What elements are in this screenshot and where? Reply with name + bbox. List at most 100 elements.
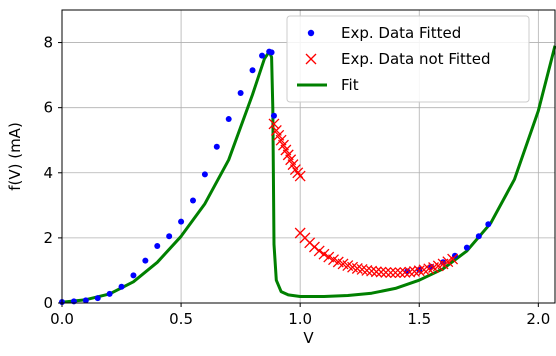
fitted-point (270, 112, 277, 119)
not-fitted-point (351, 263, 363, 274)
not-fitted-point-stroke (342, 260, 354, 272)
not-fitted-point-stroke (287, 159, 299, 171)
x-axis-label: V (303, 329, 314, 347)
y-axis-label: f(V) (mA) (6, 122, 24, 191)
y-tick-label: 0 (43, 294, 53, 312)
not-fitted-point (361, 264, 373, 276)
fitted-point (189, 197, 196, 204)
not-fitted-point (418, 264, 430, 276)
fitted-point (130, 272, 137, 279)
not-fitted-point-stroke (323, 251, 335, 263)
not-fitted-point-stroke (361, 264, 373, 276)
fit-layer (61, 45, 556, 304)
plot-frame (61, 9, 556, 304)
fitted-point (118, 283, 125, 290)
not-fitted-point (380, 266, 392, 278)
legend-label-not-fitted: Exp. Data not Fitted (341, 50, 491, 68)
not-fitted-point-stroke (370, 266, 382, 278)
legend-marker-fitted (307, 29, 315, 37)
not-fitted-point (318, 248, 330, 260)
not-fitted-point (394, 267, 406, 279)
not-fitted-point-stroke (351, 263, 363, 274)
y-tick-label: 4 (43, 164, 53, 182)
not-fitted-point (268, 118, 280, 130)
not-fitted-point (375, 266, 387, 278)
not-fitted-point-stroke (280, 144, 292, 156)
not-fitted-point-stroke (282, 149, 294, 161)
not-fitted-point (385, 267, 397, 279)
legend: Exp. Data Fitted Exp. Data not Fitted Fi… (286, 15, 530, 103)
fitted-point (259, 52, 266, 59)
y-tick-label: 8 (43, 34, 53, 52)
not-fitted-point-stroke (294, 170, 306, 182)
not-fitted-point-stroke (273, 129, 285, 141)
fitted-point (106, 290, 113, 297)
not-fitted-point-stroke (399, 266, 411, 278)
fitted-point (485, 221, 492, 228)
not-fitted-point-stroke (318, 248, 330, 260)
fitted-point (475, 233, 482, 240)
fit-line (61, 45, 556, 304)
not-fitted-point-stroke (380, 266, 392, 278)
fitted-point (178, 218, 185, 225)
fitted-point (213, 143, 220, 150)
not-fitted-point (404, 266, 416, 278)
not-fitted-point-stroke (413, 265, 425, 277)
not-fitted-point-stroke (389, 267, 401, 279)
x-ticks: 0.0 0.5 1.0 1.5 2.0 (50, 303, 550, 328)
not-fitted-point-stroke (278, 139, 289, 151)
not-fitted-point (413, 265, 425, 277)
not-fitted-point (409, 265, 420, 277)
not-fitted-point (294, 170, 306, 182)
y-tick-label: 6 (43, 99, 53, 117)
fitted-point (249, 67, 256, 74)
fitted-point (82, 297, 89, 304)
x-tick-label: 1.0 (288, 310, 312, 328)
not-fitted-point-stroke (275, 134, 287, 146)
legend-label-fitted: Exp. Data Fitted (341, 24, 461, 42)
not-fitted-point (356, 264, 368, 275)
fitted-point (94, 295, 101, 302)
not-fitted-point-stroke (268, 118, 280, 130)
not-fitted-point-stroke (385, 267, 397, 279)
not-fitted-point (313, 245, 325, 257)
not-fitted-point (447, 253, 459, 265)
x-tick-label: 1.5 (407, 310, 431, 328)
fitted-point (237, 90, 244, 97)
not-fitted-point-stroke (285, 154, 297, 166)
not-fitted-point-stroke (394, 267, 406, 279)
not-fitted-layer (268, 118, 459, 279)
fitted-point (440, 259, 447, 266)
fitted-point (463, 244, 470, 251)
not-fitted-point-stroke (332, 256, 344, 268)
x-tick-label: 2.0 (526, 310, 550, 328)
legend-marker-not-fitted (305, 53, 317, 65)
fitted-point (154, 243, 161, 250)
not-fitted-point (370, 266, 382, 278)
y-tick-label: 2 (43, 229, 53, 247)
y-ticks: 0 2 4 6 8 (43, 34, 62, 312)
not-fitted-point-stroke (270, 124, 282, 136)
not-fitted-point-stroke (337, 258, 349, 270)
not-fitted-point-stroke (375, 266, 387, 278)
fitted-point (201, 171, 208, 178)
not-fitted-point-stroke (347, 261, 359, 273)
fitted-point (166, 233, 173, 240)
x-tick-label: 0.0 (50, 310, 74, 328)
not-fitted-point (366, 265, 378, 277)
not-fitted-point-stroke (366, 265, 378, 277)
not-fitted-point (399, 266, 411, 278)
legend-label-fit: Fit (341, 76, 359, 94)
not-fitted-point-stroke (404, 266, 416, 278)
not-fitted-point-stroke (328, 254, 339, 266)
legend-box (286, 15, 530, 103)
fitted-point (225, 116, 232, 123)
not-fitted-point-stroke (409, 265, 420, 277)
fitted-point (268, 49, 275, 56)
not-fitted-point-stroke (418, 264, 430, 276)
x-tick-label: 0.5 (169, 310, 193, 328)
not-fitted-point-stroke (447, 253, 459, 265)
fitted-point (142, 257, 149, 264)
not-fitted-point-stroke (356, 264, 368, 275)
